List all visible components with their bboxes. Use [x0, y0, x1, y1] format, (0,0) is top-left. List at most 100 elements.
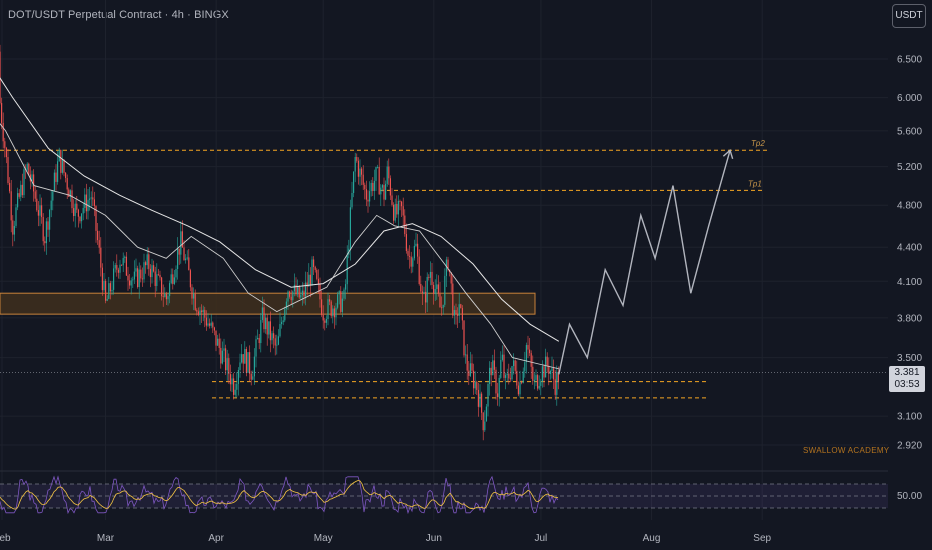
candle-body: [148, 254, 150, 269]
candle-body: [143, 262, 145, 280]
candle-body: [127, 275, 129, 281]
rsi-panel: [0, 470, 888, 515]
candle-body: [37, 210, 39, 216]
candle-body: [383, 185, 385, 200]
candle-body: [341, 298, 343, 312]
candle-body: [101, 267, 103, 291]
candle-body: [183, 247, 185, 261]
candle-body: [413, 245, 415, 259]
candle-body: [548, 365, 550, 374]
candle-body: [279, 324, 281, 337]
candle-body: [12, 220, 14, 235]
last-price-value: 3.381: [894, 367, 920, 378]
candle-body: [233, 378, 235, 395]
candle-body: [492, 360, 494, 376]
candle-body: [162, 296, 164, 297]
candle-body: [401, 201, 403, 207]
candle-body: [113, 268, 115, 290]
candle-body: [274, 338, 276, 346]
candle-body: [237, 370, 239, 384]
candle-body: [28, 163, 30, 175]
candle-body: [551, 368, 553, 371]
candle-body: [330, 301, 332, 317]
candle-body: [165, 293, 167, 300]
candle-body: [500, 359, 502, 378]
candle-body: [191, 287, 193, 299]
candle-body: [276, 344, 278, 346]
candle-body: [106, 298, 108, 301]
candle-body: [305, 282, 307, 297]
candle-body: [154, 271, 156, 286]
candle-body: [161, 277, 163, 297]
candle-body: [429, 271, 431, 278]
x-tick-label: Aug: [643, 533, 661, 544]
candle-body: [349, 207, 351, 249]
candle-body: [439, 293, 441, 308]
candle-body: [407, 250, 409, 256]
currency-button[interactable]: USDT: [892, 4, 926, 28]
candle-body: [109, 283, 111, 292]
candle-body: [258, 337, 260, 344]
candle-body: [261, 307, 263, 321]
candle-body: [1, 103, 3, 123]
candle-body: [65, 172, 67, 179]
candle-body: [295, 284, 297, 295]
horizontal-levels: Tp2 Tp1: [0, 139, 768, 399]
candle-body: [239, 362, 241, 371]
candle-body: [532, 366, 534, 381]
candle-body: [15, 207, 17, 226]
candle-body: [433, 284, 435, 295]
candle-body: [314, 266, 316, 270]
candle-body: [231, 378, 233, 385]
candle-body: [457, 314, 459, 316]
candle-body: [84, 194, 86, 208]
candle-body: [39, 205, 41, 216]
candle-body: [156, 274, 158, 286]
candle-body: [530, 353, 532, 367]
candle-body: [381, 185, 383, 188]
candle-body: [133, 271, 135, 280]
candle-body: [293, 284, 295, 292]
candle-body: [423, 291, 425, 294]
candle-body: [389, 178, 391, 196]
candle-body: [58, 149, 60, 162]
candle-body: [135, 268, 137, 272]
candle-body: [34, 191, 36, 199]
candle-body: [463, 320, 465, 356]
candle-body: [306, 282, 308, 287]
candle-body: [369, 191, 371, 202]
candle-body: [301, 290, 303, 296]
candle-body: [516, 370, 518, 386]
candle-body: [396, 203, 398, 215]
candle-body: [180, 231, 182, 255]
candle-body: [426, 276, 428, 303]
candle-body: [529, 349, 531, 354]
candle-body: [397, 201, 399, 215]
candle-body: [351, 192, 353, 208]
grid: [0, 0, 888, 520]
candle-body: [130, 280, 132, 286]
candle-body: [541, 366, 543, 382]
candle-body: [460, 304, 462, 309]
candle-body: [149, 268, 151, 278]
candle-body: [522, 371, 524, 383]
candle-body: [138, 269, 140, 288]
candle-body: [453, 310, 455, 316]
candle-body: [338, 291, 340, 295]
candle-body: [249, 352, 251, 374]
x-tick-label: Feb: [0, 533, 11, 544]
candle-body: [485, 406, 487, 422]
candle-body: [359, 168, 361, 177]
candle-body: [303, 290, 305, 297]
candle-body: [257, 337, 259, 340]
candle-body: [372, 182, 374, 191]
candle-body: [172, 274, 174, 284]
candle-body: [527, 345, 529, 350]
candle-body: [201, 310, 203, 313]
candle-body: [49, 209, 51, 230]
candle-body: [137, 268, 139, 288]
last-price-badge: 3.381 03:53: [889, 366, 925, 392]
candle-body: [377, 166, 379, 168]
y-tick-label: 4.100: [897, 277, 922, 288]
